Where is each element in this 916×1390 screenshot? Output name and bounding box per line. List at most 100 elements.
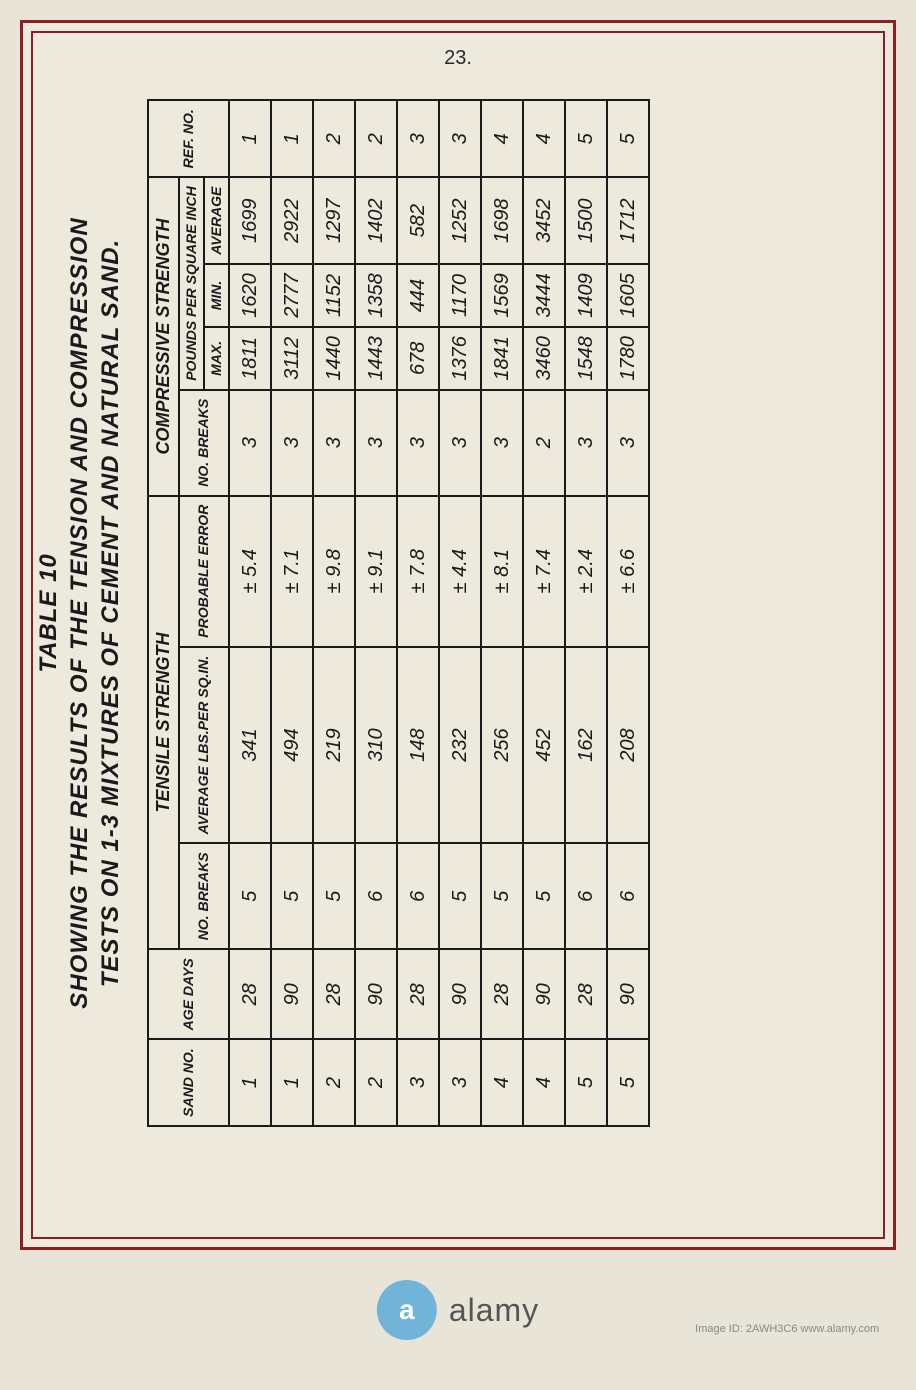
col-comp-avg: AVERAGE	[204, 177, 229, 264]
table-cell: 3444	[523, 264, 565, 327]
table-cell: 1	[229, 100, 271, 177]
table-cell: 3	[313, 390, 355, 496]
table-cell: 452	[523, 647, 565, 844]
table-cell: 256	[481, 647, 523, 844]
table-cell: 678	[397, 327, 439, 390]
table-cell: 4	[481, 100, 523, 177]
table-cell: 208	[607, 647, 649, 844]
table-row: 2285219± 9.831440115212972	[313, 100, 355, 1126]
table-cell: 2	[313, 1039, 355, 1125]
table-cell: 1712	[607, 177, 649, 264]
col-comp-max: MAX.	[204, 327, 229, 390]
table-cell: 1811	[229, 327, 271, 390]
table-cell: 1376	[439, 327, 481, 390]
rotated-content: TABLE 10 SHOWING THE RESULTS OF THE TENS…	[33, 33, 853, 1193]
table-cell: 28	[565, 949, 607, 1039]
table-cell: 6	[607, 843, 649, 949]
table-cell: 90	[355, 949, 397, 1039]
table-cell: 341	[229, 647, 271, 844]
table-cell: ± 2.4	[565, 496, 607, 647]
title-line-3: TESTS ON 1-3 MIXTURES OF CEMENT AND NATU…	[95, 33, 126, 1193]
table-cell: 2922	[271, 177, 313, 264]
table-cell: 90	[439, 949, 481, 1039]
results-table: SAND NO. AGE DAYS TENSILE STRENGTH COMPR…	[147, 99, 651, 1127]
table-cell: ± 9.1	[355, 496, 397, 647]
table-cell: 3	[229, 390, 271, 496]
table-cell: 1252	[439, 177, 481, 264]
table-cell: ± 6.6	[607, 496, 649, 647]
col-age: AGE DAYS	[148, 949, 230, 1039]
table-cell: 494	[271, 647, 313, 844]
col-ref-no: REF. NO.	[148, 100, 230, 177]
alamy-image-code: Image ID: 2AWH3C6 www.alamy.com	[695, 1323, 879, 1335]
table-cell: 5	[271, 843, 313, 949]
table-cell: 3	[439, 390, 481, 496]
table-cell: 1841	[481, 327, 523, 390]
table-cell: 444	[397, 264, 439, 327]
table-cell: 1698	[481, 177, 523, 264]
table-cell: 3	[439, 1039, 481, 1125]
table-cell: 28	[313, 949, 355, 1039]
alamy-logo-icon: a	[377, 1280, 437, 1340]
table-cell: ± 7.1	[271, 496, 313, 647]
table-cell: 3	[397, 390, 439, 496]
table-cell: 5	[607, 1039, 649, 1125]
table-row: 5906208± 6.631780160517125	[607, 100, 649, 1126]
table-cell: 5	[313, 843, 355, 949]
table-cell: 2	[313, 100, 355, 177]
col-tensile-avg: AVERAGE LBS.PER SQ.IN.	[179, 647, 230, 844]
table-cell: 3	[565, 390, 607, 496]
col-compressive-breaks: NO. BREAKS	[179, 390, 230, 496]
table-cell: 1358	[355, 264, 397, 327]
table-cell: 2	[355, 100, 397, 177]
table-cell: 1605	[607, 264, 649, 327]
table-cell: 90	[271, 949, 313, 1039]
table-row: 2906310± 9.131443135814022	[355, 100, 397, 1126]
table-row: 4905452± 7.423460344434524	[523, 100, 565, 1126]
page-outer-border: 23. TABLE 10 SHOWING THE RESULTS OF THE …	[20, 20, 896, 1250]
table-cell: 3	[439, 100, 481, 177]
table-cell: ± 7.4	[523, 496, 565, 647]
table-cell: ± 7.8	[397, 496, 439, 647]
col-comp-min: MIN.	[204, 264, 229, 327]
table-cell: 1402	[355, 177, 397, 264]
table-cell: 5	[481, 843, 523, 949]
table-cell: 1409	[565, 264, 607, 327]
table-cell: ± 5.4	[229, 496, 271, 647]
table-cell: 5	[439, 843, 481, 949]
table-cell: 3452	[523, 177, 565, 264]
table-title: TABLE 10 SHOWING THE RESULTS OF THE TENS…	[33, 33, 127, 1193]
table-cell: 1	[271, 1039, 313, 1125]
table-cell: 1	[229, 1039, 271, 1125]
table-row: 1905494± 7.133112277729221	[271, 100, 313, 1126]
table-cell: 5	[229, 843, 271, 949]
table-cell: 1443	[355, 327, 397, 390]
col-tensile-group: TENSILE STRENGTH	[148, 496, 179, 950]
table-cell: 1780	[607, 327, 649, 390]
col-compressive-group: COMPRESSIVE STRENGTH	[148, 177, 179, 495]
table-cell: 2	[523, 390, 565, 496]
alamy-watermark: a alamy Image ID: 2AWH3C6 www.alamy.com	[377, 1280, 539, 1340]
table-cell: 1152	[313, 264, 355, 327]
table-cell: ± 8.1	[481, 496, 523, 647]
table-cell: 1	[271, 100, 313, 177]
table-cell: ± 9.8	[313, 496, 355, 647]
table-cell: 6	[397, 843, 439, 949]
table-cell: 162	[565, 647, 607, 844]
title-line-2: SHOWING THE RESULTS OF THE TENSION AND C…	[64, 33, 95, 1193]
table-cell: 1548	[565, 327, 607, 390]
table-cell: 2777	[271, 264, 313, 327]
page-inner-border: 23. TABLE 10 SHOWING THE RESULTS OF THE …	[31, 31, 885, 1239]
table-cell: 3	[397, 100, 439, 177]
table-row: 3286148± 7.836784445823	[397, 100, 439, 1126]
table-cell: 3	[397, 1039, 439, 1125]
table-cell: 3	[271, 390, 313, 496]
col-tensile-error: PROBABLE ERROR	[179, 496, 230, 647]
table-row: 4285256± 8.131841156916984	[481, 100, 523, 1126]
table-cell: 1500	[565, 177, 607, 264]
table-cell: 4	[523, 100, 565, 177]
table-cell: 148	[397, 647, 439, 844]
table-cell: 232	[439, 647, 481, 844]
table-cell: 1170	[439, 264, 481, 327]
table-cell: 5	[607, 100, 649, 177]
